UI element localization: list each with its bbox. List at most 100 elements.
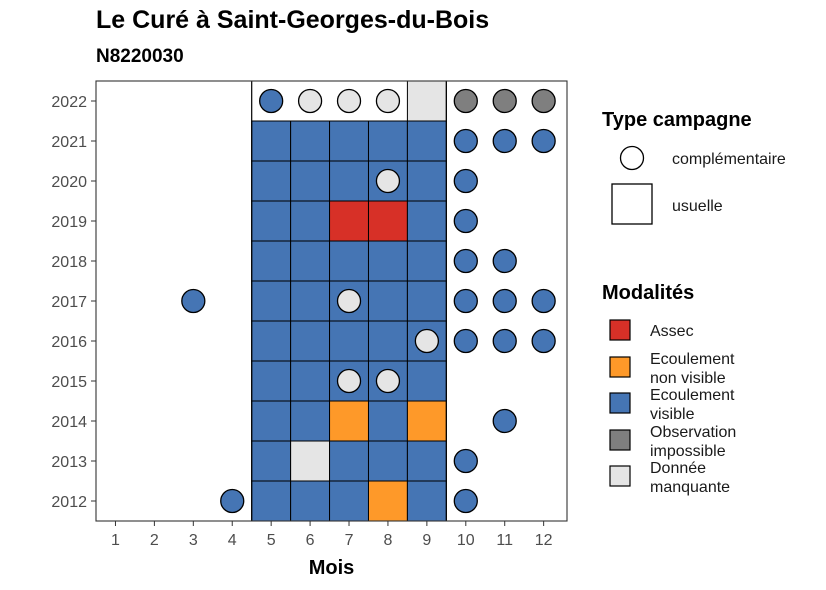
cell-2012-8 bbox=[367, 480, 408, 522]
legend-label-usuelle: usuelle bbox=[672, 198, 723, 215]
legend-key-square bbox=[611, 183, 653, 225]
legend-label-line: Donnée bbox=[650, 460, 706, 477]
cell-2018-9 bbox=[406, 240, 447, 282]
y-tick-label-2021: 2021 bbox=[51, 134, 87, 151]
point-2018-11 bbox=[492, 248, 517, 274]
legend-swatch-assec bbox=[609, 319, 631, 341]
point-2021-10 bbox=[453, 128, 478, 154]
point-2017-3 bbox=[181, 288, 206, 314]
point-2016-12 bbox=[531, 328, 556, 354]
legend-swatch-obs_imp bbox=[609, 429, 631, 451]
point-2021-12 bbox=[531, 128, 556, 154]
cell-2017-6 bbox=[290, 280, 331, 322]
legend-swatch-ecoul_v bbox=[609, 392, 631, 414]
point-2022-6 bbox=[297, 88, 323, 114]
cell-2018-8 bbox=[367, 240, 408, 282]
cell-2014-6 bbox=[290, 400, 331, 442]
cell-2017-9 bbox=[406, 280, 447, 322]
point-2015-8 bbox=[375, 368, 401, 394]
cell-2018-5 bbox=[251, 240, 292, 282]
legend-label-line: non visible bbox=[650, 370, 726, 387]
point-2015-7 bbox=[336, 368, 362, 394]
point-2022-8 bbox=[375, 88, 401, 114]
point-2012-4 bbox=[220, 488, 245, 514]
legend-label-obs_imp: Observation impossible bbox=[650, 424, 736, 460]
x-tick-label-6: 6 bbox=[306, 532, 315, 549]
y-tick-label-2018: 2018 bbox=[51, 254, 87, 271]
cell-2020-5 bbox=[251, 160, 292, 202]
cell-2014-5 bbox=[251, 400, 292, 442]
cell-2016-6 bbox=[290, 320, 331, 362]
point-2022-12 bbox=[531, 88, 556, 114]
point-2014-11 bbox=[492, 408, 517, 434]
usual-frame-layer bbox=[251, 81, 447, 521]
legend-label-line: Observation bbox=[650, 424, 736, 441]
x-tick-label-9: 9 bbox=[422, 532, 431, 549]
cells-layer bbox=[251, 80, 447, 522]
legend-label-line: Assec bbox=[650, 323, 694, 340]
cell-2018-7 bbox=[329, 240, 369, 282]
cell-2017-8 bbox=[367, 280, 408, 322]
point-2020-10 bbox=[453, 168, 478, 194]
point-2018-10 bbox=[453, 248, 478, 274]
legend-label-ecoul_v: Ecoulement visible bbox=[650, 387, 735, 423]
legend-swatch-ecoul_nv bbox=[609, 356, 631, 378]
y-tick-label-2017: 2017 bbox=[51, 294, 87, 311]
legend-label-line: manquante bbox=[650, 479, 730, 496]
point-2020-8 bbox=[375, 168, 401, 194]
cell-2013-8 bbox=[367, 440, 408, 482]
cell-2016-7 bbox=[329, 320, 369, 362]
cell-2018-6 bbox=[290, 240, 331, 282]
cell-2021-6 bbox=[290, 120, 331, 162]
point-2022-7 bbox=[336, 88, 362, 114]
legend-label-line: Ecoulement bbox=[650, 387, 735, 404]
cell-2020-9 bbox=[406, 160, 447, 202]
point-2016-9 bbox=[414, 328, 440, 354]
axes-layer: 1 2 3 4 5 6 7 8 9 10 11 122012201320142015201620172… bbox=[51, 94, 552, 549]
x-tick-label-4: 4 bbox=[228, 532, 237, 549]
chart-title: Le Curé à Saint-Georges-du-Bois bbox=[96, 6, 490, 34]
legend-swatch-manquante bbox=[609, 465, 631, 487]
cell-2014-8 bbox=[367, 400, 408, 442]
cell-2016-5 bbox=[251, 320, 292, 362]
legend-title-modality: Modalités bbox=[602, 282, 694, 304]
y-tick-label-2012: 2012 bbox=[51, 494, 87, 511]
legend-label-manquante: Donnée manquante bbox=[650, 460, 730, 496]
cell-2021-8 bbox=[367, 120, 408, 162]
point-2017-12 bbox=[531, 288, 556, 314]
cell-2013-7 bbox=[329, 440, 369, 482]
cell-2012-5 bbox=[251, 480, 292, 522]
x-tick-label-12: 12 bbox=[535, 532, 553, 549]
legend-label-complementaire: complémentaire bbox=[672, 151, 786, 168]
cell-2012-6 bbox=[290, 480, 331, 522]
cell-2013-6 bbox=[290, 440, 331, 482]
cell-2019-6 bbox=[290, 200, 331, 242]
x-tick-label-3: 3 bbox=[189, 532, 198, 549]
x-tick-label-1: 1 bbox=[111, 532, 120, 549]
legend-label-ecoul_nv: Ecoulement non visible bbox=[650, 351, 735, 387]
point-2017-7 bbox=[336, 288, 362, 314]
cell-2013-9 bbox=[406, 440, 447, 482]
cell-2019-5 bbox=[251, 200, 292, 242]
cell-2014-9 bbox=[406, 400, 447, 442]
point-2016-11 bbox=[492, 328, 517, 354]
cell-2021-7 bbox=[329, 120, 369, 162]
legend-title-campaign: Type campagne bbox=[602, 109, 752, 131]
y-tick-label-2013: 2013 bbox=[51, 454, 87, 471]
legend-key-circle bbox=[619, 145, 645, 171]
legend-label-assec: Assec bbox=[650, 323, 694, 340]
x-tick-label-2: 2 bbox=[150, 532, 159, 549]
legend-label-line: Ecoulement bbox=[650, 351, 735, 368]
point-2022-11 bbox=[492, 88, 517, 114]
cell-2013-5 bbox=[251, 440, 292, 482]
point-2021-11 bbox=[492, 128, 517, 154]
cell-2021-5 bbox=[251, 120, 292, 162]
point-2017-10 bbox=[453, 288, 478, 314]
y-tick-label-2015: 2015 bbox=[51, 374, 87, 391]
cell-2019-9 bbox=[406, 200, 447, 242]
cell-2022-9 bbox=[406, 80, 447, 122]
cell-2017-5 bbox=[251, 280, 292, 322]
point-2013-10 bbox=[453, 448, 478, 474]
y-tick-label-2020: 2020 bbox=[51, 174, 87, 191]
